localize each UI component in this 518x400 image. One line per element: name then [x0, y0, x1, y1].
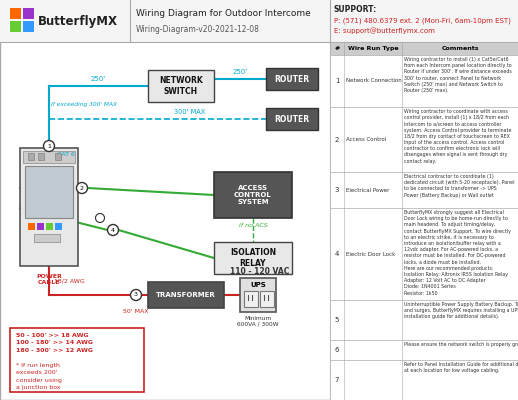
Text: Wiring contractor to coordinate with access
control provider, install (1) x 18/2: Wiring contractor to coordinate with acc…: [404, 109, 511, 164]
Text: E: support@butterflymx.com: E: support@butterflymx.com: [334, 28, 435, 34]
Text: 6: 6: [335, 347, 339, 353]
Text: Wiring Diagram for Outdoor Intercome: Wiring Diagram for Outdoor Intercome: [136, 10, 311, 18]
Text: 4: 4: [111, 228, 115, 232]
FancyBboxPatch shape: [23, 151, 75, 163]
Text: Electrical contractor to coordinate (1)
dedicated circuit (with 5-20 receptacle): Electrical contractor to coordinate (1) …: [404, 174, 514, 198]
Text: 250': 250': [233, 69, 248, 75]
FancyBboxPatch shape: [330, 208, 518, 300]
Text: Uninterruptible Power Supply Battery Backup. To prevent voltage drops
and surges: Uninterruptible Power Supply Battery Bac…: [404, 302, 518, 319]
Circle shape: [131, 290, 141, 300]
Text: ButterflyMX: ButterflyMX: [38, 16, 118, 28]
FancyBboxPatch shape: [55, 223, 62, 230]
Text: Minimum
600VA / 300W: Minimum 600VA / 300W: [237, 316, 279, 327]
Text: 50' MAX: 50' MAX: [123, 309, 149, 314]
Text: TRANSFORMER: TRANSFORMER: [156, 292, 216, 298]
FancyBboxPatch shape: [148, 70, 214, 102]
FancyBboxPatch shape: [244, 291, 258, 307]
Text: POWER
CABLE: POWER CABLE: [36, 274, 62, 285]
FancyBboxPatch shape: [46, 223, 53, 230]
FancyBboxPatch shape: [214, 242, 292, 274]
Text: 18/2 AWG: 18/2 AWG: [54, 278, 85, 284]
FancyBboxPatch shape: [330, 107, 518, 172]
Text: 2: 2: [335, 136, 339, 142]
Text: 110 - 120 VAC: 110 - 120 VAC: [231, 267, 290, 276]
Text: 300' MAX: 300' MAX: [175, 109, 206, 115]
Text: exceeds 200': exceeds 200': [16, 370, 57, 376]
Circle shape: [77, 182, 88, 194]
Text: 3: 3: [134, 292, 138, 298]
FancyBboxPatch shape: [266, 68, 318, 90]
Text: Electric Door Lock: Electric Door Lock: [346, 252, 395, 256]
Text: Refer to Panel Installation Guide for additional details. Leave 6' service loop
: Refer to Panel Installation Guide for ad…: [404, 362, 518, 373]
Text: Wire Run Type: Wire Run Type: [348, 46, 398, 51]
FancyBboxPatch shape: [23, 8, 34, 19]
FancyBboxPatch shape: [330, 360, 518, 400]
FancyBboxPatch shape: [10, 328, 144, 392]
Text: 7: 7: [335, 377, 339, 383]
FancyBboxPatch shape: [10, 21, 21, 32]
FancyBboxPatch shape: [37, 223, 44, 230]
Text: ROUTER: ROUTER: [275, 114, 310, 124]
Text: Access Control: Access Control: [346, 137, 386, 142]
Text: ButterflyMX strongly suggest all Electrical
Door Lock wiring to be home-run dire: ButterflyMX strongly suggest all Electri…: [404, 210, 511, 296]
Text: Network Connection: Network Connection: [346, 78, 402, 84]
FancyBboxPatch shape: [330, 300, 518, 340]
Text: NETWORK
SWITCH: NETWORK SWITCH: [159, 76, 203, 96]
FancyBboxPatch shape: [330, 340, 518, 360]
Text: 4: 4: [335, 251, 339, 257]
Text: Wiring contractor to install (1) x Cat5e/Cat6
from each Intercom panel location : Wiring contractor to install (1) x Cat5e…: [404, 57, 512, 93]
FancyBboxPatch shape: [330, 55, 518, 107]
Text: #: #: [335, 46, 340, 51]
Text: 1: 1: [47, 144, 51, 148]
Text: 250': 250': [91, 76, 106, 82]
Text: If no ACS: If no ACS: [239, 223, 267, 228]
FancyBboxPatch shape: [266, 108, 318, 130]
FancyBboxPatch shape: [10, 8, 21, 19]
FancyBboxPatch shape: [38, 153, 44, 160]
FancyBboxPatch shape: [23, 21, 34, 32]
Text: 3: 3: [335, 187, 339, 193]
FancyBboxPatch shape: [214, 172, 292, 218]
Text: 2: 2: [80, 186, 84, 190]
Text: If exceeding 300' MAX: If exceeding 300' MAX: [51, 102, 117, 107]
FancyBboxPatch shape: [0, 0, 518, 42]
Text: a junction box: a junction box: [16, 386, 61, 390]
Text: Electrical Power: Electrical Power: [346, 188, 390, 192]
FancyBboxPatch shape: [28, 223, 35, 230]
FancyBboxPatch shape: [34, 234, 60, 242]
FancyBboxPatch shape: [28, 153, 34, 160]
Text: ISOLATION
RELAY: ISOLATION RELAY: [230, 248, 276, 268]
Text: Wiring-Diagram-v20-2021-12-08: Wiring-Diagram-v20-2021-12-08: [136, 26, 260, 34]
Text: 1: 1: [335, 78, 339, 84]
Text: Comments: Comments: [441, 46, 479, 51]
Text: 50 - 100' >> 18 AWG: 50 - 100' >> 18 AWG: [16, 333, 89, 338]
Text: ACCESS
CONTROL
SYSTEM: ACCESS CONTROL SYSTEM: [234, 185, 272, 205]
FancyBboxPatch shape: [25, 166, 73, 218]
Text: UPS: UPS: [250, 282, 266, 288]
Text: P: (571) 480.6379 ext. 2 (Mon-Fri, 6am-10pm EST): P: (571) 480.6379 ext. 2 (Mon-Fri, 6am-1…: [334, 18, 511, 24]
Text: 180 - 300' >> 12 AWG: 180 - 300' >> 12 AWG: [16, 348, 93, 353]
Text: CAT 6: CAT 6: [57, 152, 75, 157]
FancyBboxPatch shape: [260, 291, 274, 307]
Circle shape: [108, 224, 119, 236]
FancyBboxPatch shape: [148, 282, 224, 308]
Text: Please ensure the network switch is properly grounded.: Please ensure the network switch is prop…: [404, 342, 518, 347]
Text: consider using: consider using: [16, 378, 62, 383]
FancyBboxPatch shape: [55, 153, 61, 160]
FancyBboxPatch shape: [20, 148, 78, 266]
Text: SUPPORT:: SUPPORT:: [334, 6, 377, 14]
FancyBboxPatch shape: [240, 278, 276, 312]
Circle shape: [95, 214, 105, 222]
Text: * If run length: * If run length: [16, 363, 60, 368]
Circle shape: [44, 140, 54, 152]
FancyBboxPatch shape: [330, 42, 518, 55]
Text: 5: 5: [335, 317, 339, 323]
Text: 100 - 180' >> 14 AWG: 100 - 180' >> 14 AWG: [16, 340, 93, 346]
Text: ROUTER: ROUTER: [275, 74, 310, 84]
FancyBboxPatch shape: [330, 172, 518, 208]
